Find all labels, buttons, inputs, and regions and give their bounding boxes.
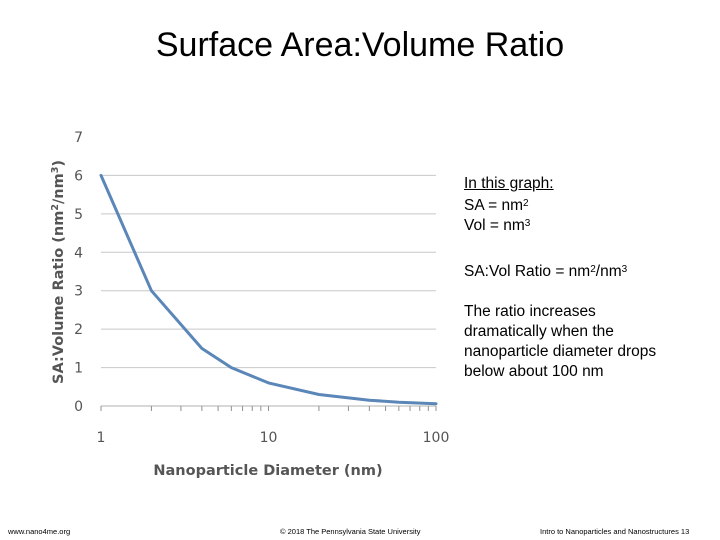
notes-vol-definition: Vol = nm3 [464,217,531,234]
x-tick-label: 100 [423,430,450,446]
notes-explanation-line-3: nanoparticle diameter drops [464,343,657,360]
x-tick-label: 1 [97,430,106,446]
y-tick-label: 7 [74,130,83,146]
notes-sa-definition: SA = nm2 [464,197,529,214]
notes-explanation-line-1: The ratio increases [464,303,596,320]
y-tick-label: 2 [74,322,83,338]
y-tick-label: 1 [74,361,83,377]
y-axis-title: SA:Volume Ratio (nm2/nm3) [50,160,68,384]
y-tick-label: 4 [74,245,83,261]
y-tick-label: 3 [74,284,83,300]
notes-heading: In this graph: [464,175,554,192]
x-axis-title: Nanoparticle Diameter (nm) [153,463,382,479]
slide-title: Surface Area:Volume Ratio [155,26,565,64]
notes-explanation-line-4: below about 100 nm [464,363,604,380]
footer-course-page: Intro to Nanoparticles and Nanostructure… [540,527,690,536]
y-tick-label: 5 [74,207,83,223]
x-tick-label: 10 [260,430,278,446]
y-tick-label: 0 [74,399,83,415]
footer-copyright: © 2018 The Pennsylvania State University [280,527,421,536]
series-line [99,173,438,406]
notes-ratio-definition: SA:Vol Ratio = nm2/nm3 [464,263,628,280]
footer-website: www.nano4me.org [8,527,71,536]
notes-explanation-line-2: dramatically when the [464,323,614,340]
y-tick-label: 6 [74,168,83,184]
